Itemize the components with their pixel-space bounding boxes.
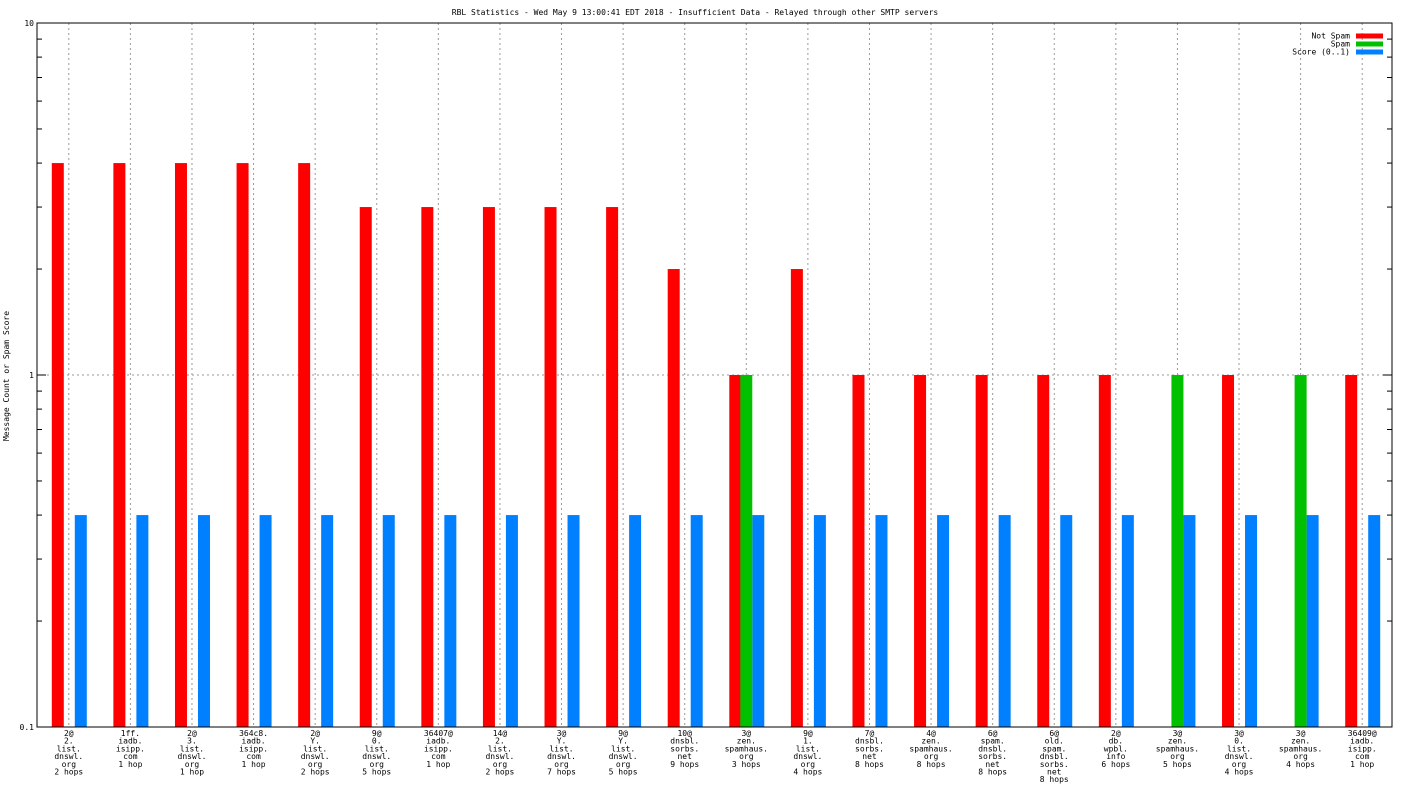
x-tick-label: 364c8. iadb. isipp. com 1 hop xyxy=(239,729,268,769)
x-tick-label: 6@ spam. dnsbl. sorbs. net 8 hops xyxy=(978,729,1007,777)
chart-title: RBL Statistics - Wed May 9 13:00:41 EDT … xyxy=(452,8,939,17)
bar-score-0-1 xyxy=(1121,515,1134,727)
x-tick-label: 1ff. iadb. isipp. com 1 hop xyxy=(116,729,145,769)
bar-score-0-1 xyxy=(321,515,334,727)
bar-not-spam xyxy=(790,269,803,727)
legend-swatch xyxy=(1356,41,1383,47)
x-tick-label: 36407@ iadb. isipp. com 1 hop xyxy=(424,729,453,769)
x-tick-label: 3@ zen. spamhaus. org 5 hops xyxy=(1156,729,1199,769)
bar-not-spam xyxy=(729,375,742,727)
bar-score-0-1 xyxy=(629,515,642,727)
legend-swatch xyxy=(1356,49,1383,55)
x-tick-labels: 2@ 2. list. dnswl. org 2 hops 1ff. iadb. isipp. c… xyxy=(54,729,1376,784)
bar-not-spam xyxy=(298,163,311,727)
bar-spam xyxy=(1171,375,1184,727)
legend-swatch xyxy=(1356,33,1383,39)
bar-score-0-1 xyxy=(690,515,703,727)
legend-label: Not Spam xyxy=(1311,32,1350,41)
bar-score-0-1 xyxy=(1306,515,1319,727)
y-tick-label: 10 xyxy=(24,19,34,28)
bar-not-spam xyxy=(914,375,927,727)
bar-not-spam xyxy=(1037,375,1050,727)
x-tick-label: 36409@ iadb. isipp. com 1 hop xyxy=(1348,729,1377,769)
y-tick-label: 0.1 xyxy=(20,723,35,732)
bar-not-spam xyxy=(51,163,64,727)
bar-score-0-1 xyxy=(444,515,457,727)
bar-not-spam xyxy=(421,207,434,727)
bar-not-spam xyxy=(975,375,988,727)
x-tick-label: 2@ 2. list. dnswl. org 2 hops xyxy=(54,729,83,777)
bar-not-spam xyxy=(1345,375,1358,727)
bar-not-spam xyxy=(174,163,187,727)
bar-not-spam xyxy=(606,207,619,727)
bar-score-0-1 xyxy=(197,515,210,727)
bar-score-0-1 xyxy=(567,515,580,727)
bar-score-0-1 xyxy=(1060,515,1073,727)
bar-score-0-1 xyxy=(998,515,1011,727)
bar-not-spam xyxy=(1222,375,1235,727)
bars xyxy=(51,163,1381,727)
x-tick-label: 3@ 0. list. dnswl. org 4 hops xyxy=(1225,729,1254,777)
bar-score-0-1 xyxy=(1368,515,1381,727)
bar-not-spam xyxy=(544,207,557,727)
x-tick-label: 3@ zen. spamhaus. org 3 hops xyxy=(725,729,768,769)
x-tick-label: 6@ old. spam. dnsbl. sorbs. net 8 hops xyxy=(1040,729,1069,784)
y-axis-label: Message Count or Spam Score xyxy=(2,311,11,441)
bar-not-spam xyxy=(359,207,372,727)
bar-score-0-1 xyxy=(813,515,826,727)
bar-score-0-1 xyxy=(875,515,888,727)
x-tick-label: 9@ 1. list. dnswl. org 4 hops xyxy=(793,729,822,777)
bar-score-0-1 xyxy=(505,515,518,727)
bar-score-0-1 xyxy=(136,515,149,727)
x-tick-label: 2@ Y. list. dnswl. org 2 hops xyxy=(301,729,330,777)
x-tick-label: 4@ zen. spamhaus. org 8 hops xyxy=(909,729,952,769)
bar-score-0-1 xyxy=(1183,515,1196,727)
x-tick-label: 10@ dnsbl. sorbs. net 9 hops xyxy=(670,729,699,769)
x-tick-label: 9@ Y. list. dnswl. org 5 hops xyxy=(609,729,638,777)
bar-not-spam xyxy=(852,375,865,727)
bar-not-spam xyxy=(236,163,249,727)
x-tick-label: 7@ dnsbl. sorbs. net 8 hops xyxy=(855,729,884,769)
bar-spam xyxy=(740,375,753,727)
bar-not-spam xyxy=(1098,375,1111,727)
x-tick-label: 3@ Y. list. dnswl. org 7 hops xyxy=(547,729,576,777)
x-tick-label: 14@ 2. list. dnswl. org 2 hops xyxy=(485,729,514,777)
bar-score-0-1 xyxy=(382,515,395,727)
bar-score-0-1 xyxy=(752,515,765,727)
y-ticks: 10 1 0.1 xyxy=(20,19,1392,732)
x-tick-label: 9@ 0. list. dnswl. org 5 hops xyxy=(362,729,391,777)
x-tick-label: 2@ db. wpbl. info 6 hops xyxy=(1101,729,1130,769)
bar-not-spam xyxy=(482,207,495,727)
bar-spam xyxy=(1294,375,1307,727)
bar-score-0-1 xyxy=(1245,515,1258,727)
bar-not-spam xyxy=(667,269,680,727)
x-tick-label: 3@ zen. spamhaus. org 4 hops xyxy=(1279,729,1322,769)
bar-score-0-1 xyxy=(259,515,272,727)
bar-not-spam xyxy=(113,163,126,727)
legend-label: Spam xyxy=(1331,40,1350,49)
bar-score-0-1 xyxy=(937,515,950,727)
legend-label: Score (0..1) xyxy=(1292,48,1350,57)
y-tick-label: 1 xyxy=(29,371,34,380)
bar-score-0-1 xyxy=(74,515,87,727)
x-tick-label: 2@ 3. list. dnswl. org 1 hop xyxy=(178,729,207,777)
